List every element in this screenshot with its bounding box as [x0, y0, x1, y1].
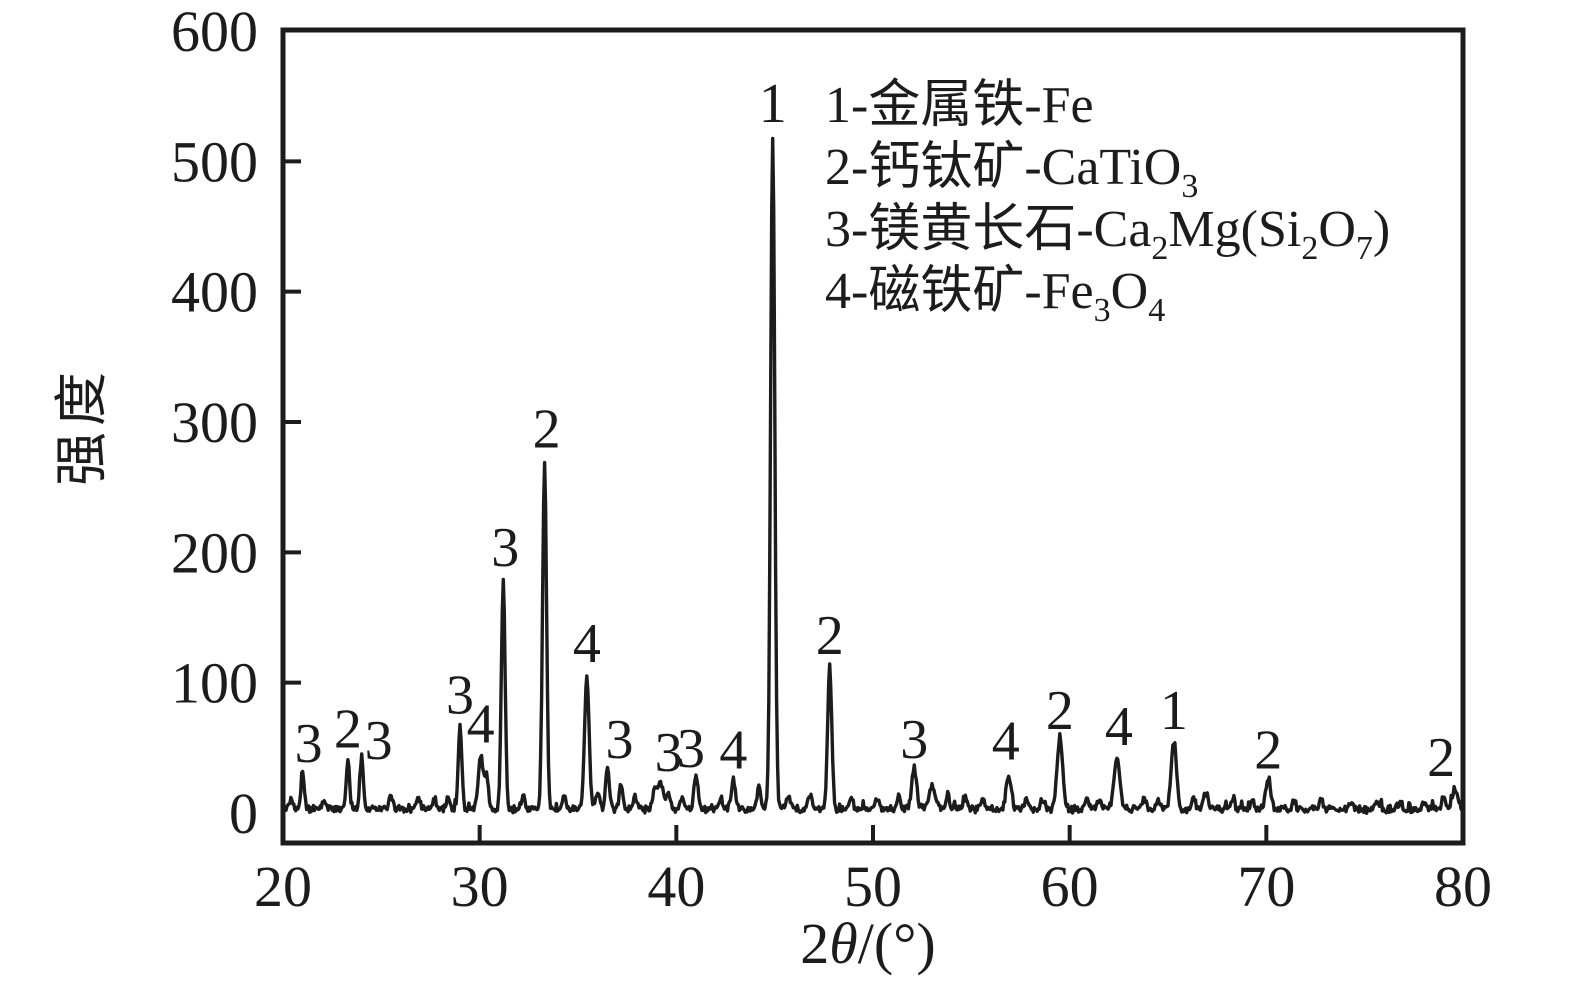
y-tick-label-300: 300	[171, 390, 258, 455]
peak-label-3-21: 3	[295, 713, 323, 775]
peak-label-2-33.3: 2	[533, 399, 561, 461]
x-tick-label-40: 40	[647, 854, 705, 919]
x-tick-label-80: 80	[1434, 854, 1492, 919]
x-tick-label-60: 60	[1041, 854, 1099, 919]
peak-label-4-35.45: 4	[573, 613, 601, 675]
peak-label-3-39.2: 3	[655, 722, 683, 784]
legend-line-4: 4-磁铁矿-Fe3​O4​	[825, 263, 1165, 329]
peak-label-3-41: 3	[677, 718, 705, 780]
peak-label-2-59.5: 2	[1046, 680, 1074, 742]
peak-label-2-47.8: 2	[816, 605, 844, 667]
y-axis-title: 强度	[52, 366, 112, 486]
y-tick-label-400: 400	[171, 260, 258, 325]
peak-label-2-70.1: 2	[1254, 719, 1282, 781]
legend-line-1: 1-金属铁-Fe	[825, 77, 1094, 134]
x-tick-label-30: 30	[451, 854, 509, 919]
peak-label-4-56.9: 4	[992, 711, 1020, 773]
x-axis: 20 30 40 50 60 70 80	[254, 825, 1492, 919]
legend: 1-金属铁-Fe2-钙钛矿-CaTiO3​3-镁黄长石-Ca2​Mg(Si2​O…	[825, 77, 1390, 329]
legend-line-2: 2-钙钛矿-CaTiO3​	[825, 139, 1198, 205]
y-tick-label-600: 600	[171, 0, 258, 64]
peak-label-4-42.9: 4	[719, 719, 747, 781]
peak-label-1-65.3: 1	[1160, 680, 1188, 742]
peak-label-3-24: 3	[365, 710, 393, 772]
x-tick-label-70: 70	[1237, 854, 1295, 919]
peak-label-3-36.5: 3	[606, 709, 634, 771]
y-tick-label-500: 500	[171, 129, 258, 194]
peak-label-3-29: 3	[446, 665, 474, 727]
x-tick-label-20: 20	[254, 854, 312, 919]
peak-label-3-31.2: 3	[491, 517, 519, 579]
trace-path	[281, 136, 1465, 815]
y-tick-label-0: 0	[229, 781, 258, 846]
x-tick-label-50: 50	[844, 854, 902, 919]
peak-label-4-62.4: 4	[1105, 696, 1133, 758]
peak-label-3-52.1: 3	[900, 709, 928, 771]
x-axis-title: 2θ/(°)	[800, 911, 935, 976]
peak-label-4-30.05: 4	[467, 693, 495, 755]
peak-label-2-23.3: 2	[334, 698, 362, 760]
y-tick-label-100: 100	[171, 651, 258, 716]
peak-label-1-44.9: 1	[759, 73, 787, 135]
y-tick-label-200: 200	[171, 520, 258, 585]
y-axis: 0 100 200 300 400 500 600	[171, 0, 301, 846]
diffraction-trace	[281, 136, 1465, 815]
peak-label-2-79.6: 2	[1427, 727, 1455, 789]
legend-line-3: 3-镁黄长石-Ca2​Mg(Si2​O7​)	[825, 201, 1390, 267]
